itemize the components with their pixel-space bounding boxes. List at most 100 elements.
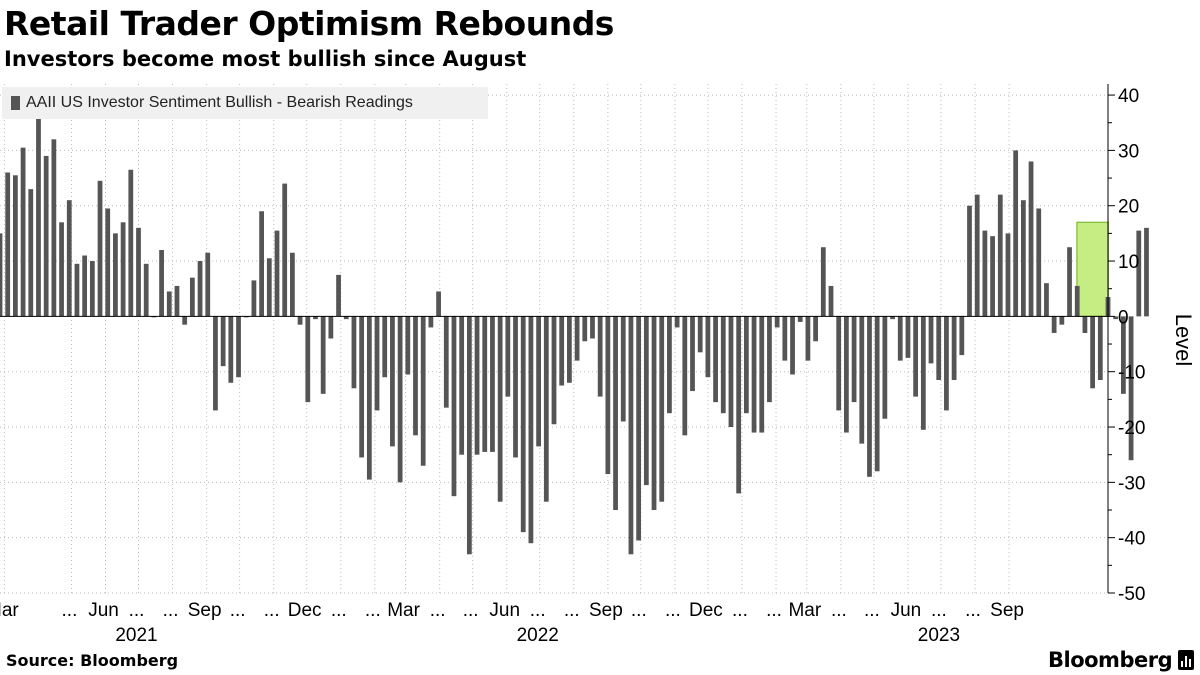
x-tick-label: Dec — [288, 600, 322, 621]
bar — [582, 316, 588, 342]
bar — [113, 233, 118, 317]
bar — [74, 263, 80, 317]
bar — [351, 316, 357, 389]
bar — [936, 316, 942, 380]
bar — [851, 316, 857, 403]
bar — [251, 280, 257, 317]
bar — [320, 316, 326, 394]
bar — [259, 211, 264, 317]
bar — [343, 316, 349, 320]
bar — [890, 316, 895, 320]
bar — [967, 205, 972, 317]
axis-layer: 40 30 20 10 0 -10 -20 -30 -40 -50 Mar... Jun...... S… — [0, 84, 1145, 646]
bar — [913, 316, 919, 397]
bar — [620, 316, 626, 422]
bar — [166, 291, 172, 317]
bar — [143, 263, 149, 317]
bar — [874, 316, 880, 472]
bar — [543, 316, 549, 502]
bar — [690, 316, 695, 392]
bar — [697, 316, 703, 353]
bar — [1067, 247, 1072, 317]
bar — [336, 274, 341, 317]
bar — [844, 316, 849, 433]
bar — [667, 316, 672, 414]
bar — [1136, 230, 1142, 317]
bar — [51, 139, 57, 317]
bar — [682, 316, 688, 436]
bar — [59, 222, 64, 317]
x-tick-label: ... — [965, 600, 981, 621]
bar — [28, 189, 34, 317]
bar — [920, 316, 926, 430]
bar — [213, 316, 218, 411]
bar — [482, 316, 488, 452]
bar — [490, 316, 495, 452]
y-tick-label: -10 — [1118, 363, 1145, 384]
bar — [636, 316, 642, 541]
bar-layer — [0, 114, 1149, 555]
bar — [182, 316, 188, 325]
bar — [159, 249, 164, 317]
x-tick-label: ... — [163, 600, 179, 621]
x-year-label: 2021 — [115, 625, 157, 646]
brand-name: Bloomberg — [1048, 648, 1173, 672]
bar — [513, 316, 518, 458]
bar — [805, 316, 811, 361]
bloomberg-logo: Bloomberg — [1048, 645, 1195, 675]
highlight-box — [1076, 221, 1109, 317]
x-tick-label: ... — [766, 600, 782, 621]
bar — [959, 316, 965, 356]
grid-layer — [0, 84, 1108, 594]
x-tick-label: ... — [931, 600, 947, 621]
bar — [790, 316, 795, 375]
bar — [559, 316, 565, 386]
bar — [728, 316, 734, 428]
bar — [205, 252, 211, 317]
x-tick-label: ... — [331, 600, 347, 621]
bar — [797, 316, 803, 322]
bar — [420, 316, 426, 466]
bar — [382, 316, 388, 378]
bar — [897, 316, 903, 361]
bar — [1113, 316, 1119, 320]
x-tick-label: Jun — [489, 600, 520, 621]
bar — [1059, 316, 1065, 325]
bar — [220, 316, 226, 367]
bar — [374, 316, 380, 411]
bar — [466, 316, 472, 555]
chart-subtitle: Investors become most bullish since Augu… — [4, 47, 527, 71]
y-tick-label: -20 — [1118, 418, 1145, 439]
x-tick-label: ... — [463, 600, 479, 621]
x-tick-label: ... — [365, 600, 381, 621]
bar — [197, 261, 203, 317]
x-tick-label: Sep — [990, 600, 1024, 621]
y-tick-label: 20 — [1118, 197, 1139, 218]
x-tick-label: ... — [864, 600, 880, 621]
bar — [520, 316, 526, 533]
x-tick-label: Sep — [188, 600, 222, 621]
bar — [413, 316, 418, 436]
bar — [136, 227, 141, 317]
source-note: Source: Bloomberg — [6, 651, 179, 670]
bar — [720, 316, 726, 414]
bar — [928, 316, 934, 364]
bar — [828, 285, 834, 317]
bar — [567, 316, 572, 383]
bar — [551, 316, 557, 425]
y-tick-label: -50 — [1118, 584, 1145, 605]
x-tick-label: Dec — [689, 600, 723, 621]
bar — [505, 316, 511, 397]
bar — [674, 316, 680, 328]
x-tick-label: Jun — [88, 600, 119, 621]
bar — [774, 316, 780, 328]
y-tick-label: 30 — [1118, 141, 1139, 162]
bar — [659, 316, 665, 502]
x-tick-label: Mar — [788, 600, 821, 621]
x-tick-label: Jun — [891, 600, 922, 621]
x-tick-label: Sep — [589, 600, 623, 621]
x-tick-label: ... — [230, 600, 246, 621]
bar — [66, 200, 72, 317]
bar — [236, 316, 241, 378]
bar — [597, 316, 603, 397]
